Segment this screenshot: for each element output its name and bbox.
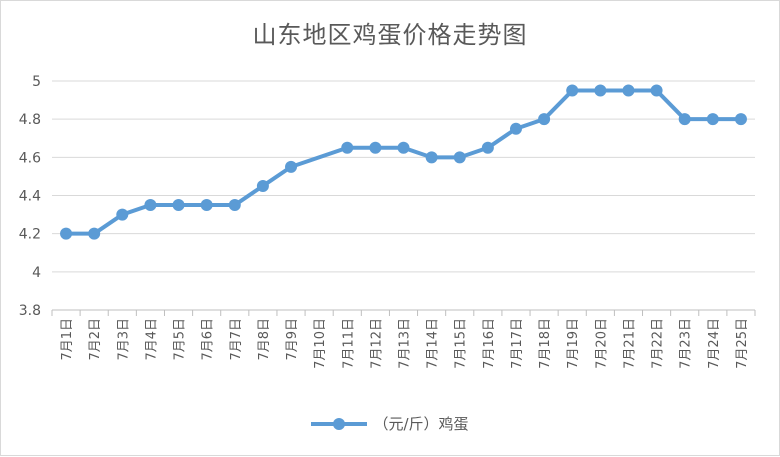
- data-point: [228, 199, 241, 212]
- x-tick-label: 7月16日: [482, 318, 497, 369]
- x-tick-label: 7月12日: [369, 318, 384, 369]
- y-tick-label: 4.6: [19, 150, 41, 166]
- data-point: [425, 151, 438, 164]
- x-tick-label: 7月22日: [651, 318, 666, 369]
- x-tick-label: 7月11日: [341, 318, 356, 369]
- data-point: [341, 141, 354, 154]
- data-point: [397, 141, 410, 154]
- x-tick-label: 7月19日: [566, 318, 581, 369]
- x-tick-label: 7月9日: [285, 318, 300, 361]
- x-tick-label: 7月10日: [313, 318, 328, 369]
- x-tick-label: 7月8日: [257, 318, 272, 361]
- x-tick-label: 7月20日: [594, 318, 609, 369]
- data-point: [538, 113, 551, 126]
- data-point: [285, 160, 298, 173]
- x-tick-label: 7月4日: [144, 318, 159, 361]
- data-point: [116, 208, 129, 221]
- data-point: [200, 199, 213, 212]
- data-point: [734, 113, 747, 126]
- y-tick-label: 5: [32, 74, 41, 90]
- legend: （元/斤）鸡蛋: [1, 413, 779, 434]
- data-point: [88, 227, 101, 240]
- data-point: [481, 141, 494, 154]
- data-point: [256, 179, 269, 192]
- y-tick-label: 4.4: [19, 189, 41, 205]
- data-point: [60, 227, 73, 240]
- x-tick-label: 7月25日: [735, 318, 750, 369]
- data-point: [144, 199, 157, 212]
- x-tick-label: 7月21日: [622, 318, 637, 369]
- x-tick-label: 7月3日: [116, 318, 131, 361]
- x-tick-label: 7月18日: [538, 318, 553, 369]
- data-point: [509, 122, 522, 135]
- y-tick-label: 4.8: [19, 112, 41, 128]
- data-point: [566, 84, 579, 97]
- legend-label: （元/斤）鸡蛋: [373, 415, 469, 433]
- x-tick-label: 7月15日: [454, 318, 469, 369]
- x-tick-label: 7月5日: [173, 318, 188, 361]
- data-point: [369, 141, 382, 154]
- y-tick-label: 4.2: [19, 227, 41, 243]
- data-point: [594, 84, 607, 97]
- legend-line-marker: [311, 416, 368, 432]
- x-tick-label: 7月23日: [679, 318, 694, 369]
- chart-title: 山东地区鸡蛋价格走势图: [252, 21, 528, 49]
- data-point: [453, 151, 466, 164]
- y-tick-label: 3.8: [19, 303, 41, 319]
- x-tick-label: 7月13日: [398, 318, 413, 369]
- data-point: [706, 113, 719, 126]
- x-tick-label: 7月1日: [60, 318, 75, 361]
- x-tick-label: 7月17日: [510, 318, 525, 369]
- x-tick-label: 7月6日: [201, 318, 216, 361]
- data-point: [650, 84, 663, 97]
- y-tick-label: 4: [32, 265, 41, 281]
- data-point: [172, 199, 185, 212]
- x-tick-label: 7月2日: [88, 318, 103, 361]
- series-line: [64, 88, 743, 236]
- data-point: [622, 84, 635, 97]
- data-point: [678, 113, 691, 126]
- x-tick-label: 7月14日: [426, 318, 441, 369]
- x-tick-label: 7月24日: [707, 318, 722, 369]
- x-tick-label: 7月7日: [229, 318, 244, 361]
